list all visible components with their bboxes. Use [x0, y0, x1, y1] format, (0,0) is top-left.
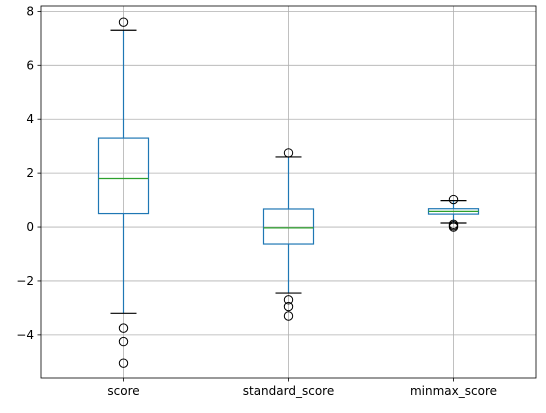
- outlier-point: [283, 301, 294, 312]
- y-tick-label: −2: [16, 274, 34, 288]
- outlier-point: [448, 219, 459, 230]
- y-tick-label: 0: [26, 220, 34, 234]
- outlier-point: [118, 17, 129, 27]
- y-tick-label: −4: [16, 328, 34, 342]
- x-tick-label: standard_score: [243, 384, 334, 398]
- box-score: [97, 137, 150, 215]
- outlier-point: [448, 222, 459, 232]
- outlier-point: [283, 295, 294, 305]
- y-tick-label: 8: [26, 4, 34, 18]
- y-tick-label: 2: [26, 166, 34, 180]
- outlier-point: [118, 358, 129, 368]
- y-tick-label: 4: [26, 112, 34, 126]
- outlier-point: [448, 194, 459, 205]
- y-tick-label: 6: [26, 58, 34, 72]
- outlier-point: [283, 311, 294, 321]
- box-standard_score: [262, 208, 315, 245]
- outlier-point: [118, 323, 129, 333]
- axes: −4 −2 0 2 4 6 8 score standard_score minmax_score: [16, 4, 497, 398]
- outlier-point: [283, 148, 294, 158]
- box-series: [97, 17, 480, 368]
- x-tick-label: minmax_score: [410, 384, 497, 398]
- x-tick-label: score: [107, 384, 139, 398]
- outlier-point: [118, 336, 129, 347]
